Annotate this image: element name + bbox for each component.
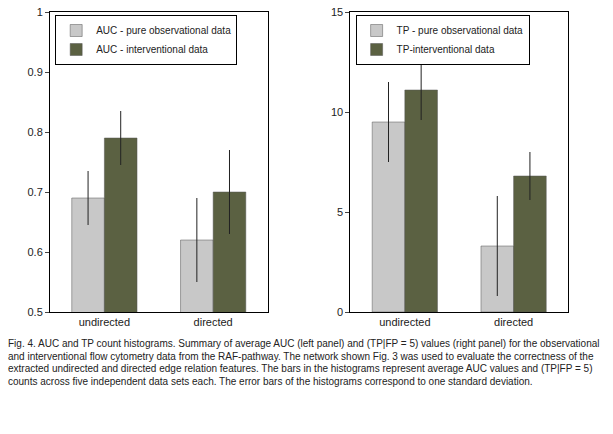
svg-text:directed: directed xyxy=(494,316,533,328)
svg-text:AUC - interventional data: AUC - interventional data xyxy=(96,44,208,55)
svg-text:15: 15 xyxy=(331,6,343,18)
svg-text:TP-interventional data: TP-interventional data xyxy=(397,44,495,55)
svg-text:0.8: 0.8 xyxy=(28,126,43,138)
svg-text:directed: directed xyxy=(194,316,233,328)
svg-text:0.9: 0.9 xyxy=(28,66,43,78)
svg-text:0.7: 0.7 xyxy=(28,186,43,198)
svg-text:TP - pure observational data: TP - pure observational data xyxy=(397,25,523,36)
svg-text:0: 0 xyxy=(337,306,343,318)
svg-text:10: 10 xyxy=(331,106,343,118)
svg-text:undirected: undirected xyxy=(379,316,430,328)
svg-text:1: 1 xyxy=(37,6,43,18)
svg-text:5: 5 xyxy=(337,206,343,218)
svg-text:0.5: 0.5 xyxy=(28,306,43,318)
svg-text:0.6: 0.6 xyxy=(28,246,43,258)
svg-text:undirected: undirected xyxy=(79,316,130,328)
html-text:Fig. 4. AUC and TP count histo: Fig. 4. AUC and TP count histograms. Sum… xyxy=(8,338,600,387)
svg-text:AUC - pure observational data: AUC - pure observational data xyxy=(96,25,231,36)
